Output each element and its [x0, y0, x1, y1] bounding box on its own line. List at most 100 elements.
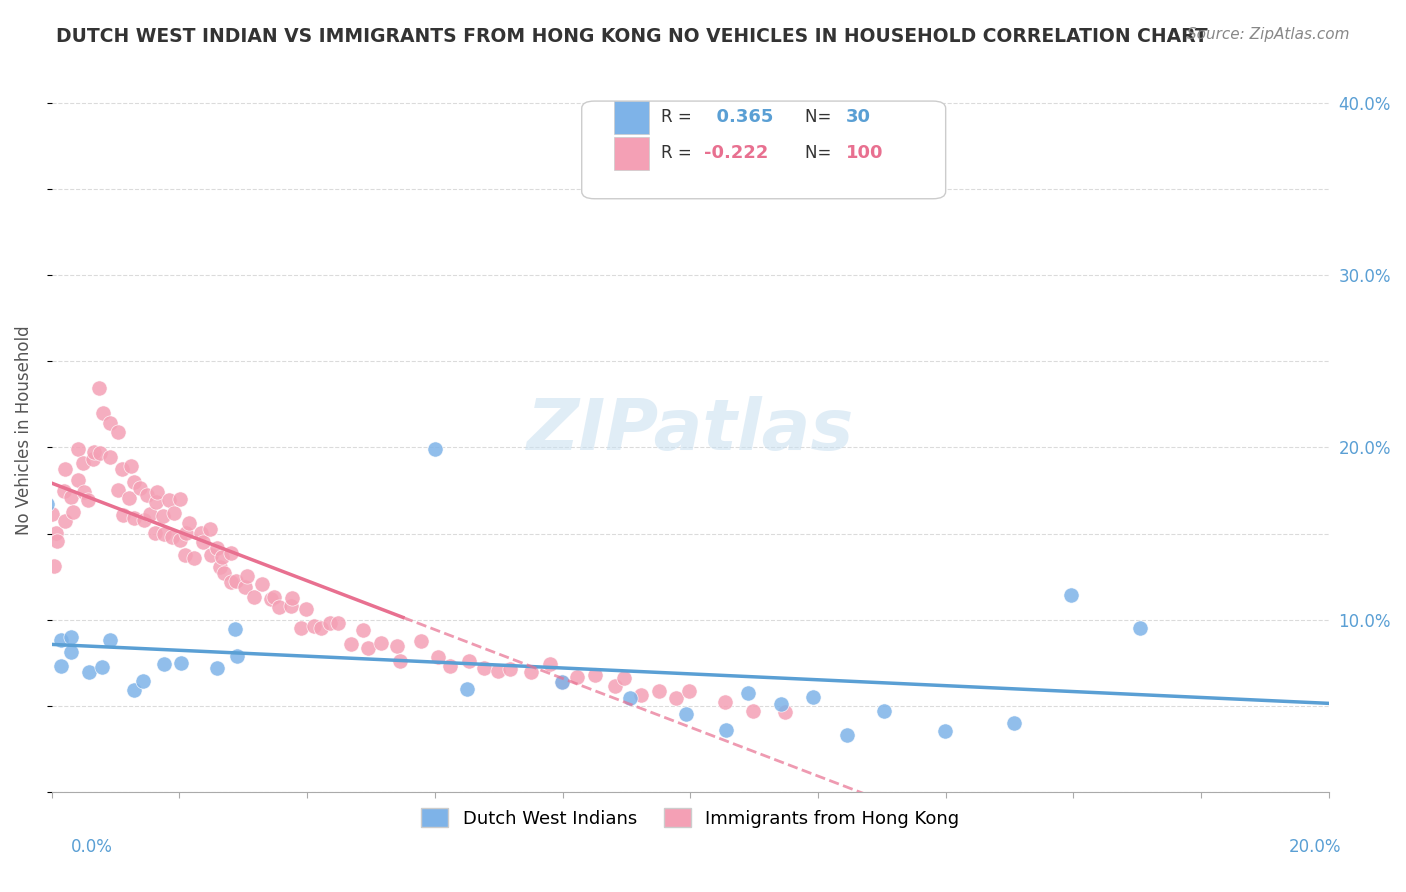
Point: [89, 446, 111, 460]
Point: [170, 656, 193, 670]
Text: 100: 100: [846, 145, 883, 162]
Point: [190, 526, 212, 541]
Point: [352, 623, 374, 637]
Point: [179, 516, 201, 530]
Point: [169, 533, 191, 547]
Point: [290, 621, 312, 635]
Point: [51, 658, 73, 673]
Point: [93, 406, 115, 420]
Point: [630, 688, 652, 702]
Legend: Dutch West Indians, Immigrants from Hong Kong: Dutch West Indians, Immigrants from Hong…: [413, 801, 967, 835]
Point: [77, 665, 100, 680]
Point: [41, 508, 63, 522]
Point: [665, 690, 688, 705]
Point: [205, 541, 228, 555]
Point: [250, 577, 273, 591]
Text: 20.0%: 20.0%: [1288, 838, 1341, 855]
Point: [221, 546, 243, 560]
Point: [89, 381, 111, 395]
Point: [583, 667, 606, 681]
Point: [269, 600, 291, 615]
Point: [66, 442, 89, 456]
Point: [146, 484, 169, 499]
Point: [145, 495, 167, 509]
Point: [456, 682, 478, 697]
Point: [837, 728, 859, 742]
Point: [565, 670, 588, 684]
Point: [212, 566, 235, 580]
Point: [499, 663, 522, 677]
Point: [295, 601, 318, 615]
Point: [370, 636, 392, 650]
Point: [486, 664, 509, 678]
Point: [472, 661, 495, 675]
Text: R =: R =: [661, 145, 697, 162]
Point: [439, 658, 461, 673]
Text: 0.365: 0.365: [704, 108, 773, 126]
Point: [162, 530, 184, 544]
Point: [801, 690, 824, 704]
Point: [260, 592, 283, 607]
Point: [82, 452, 104, 467]
Point: [226, 648, 249, 663]
Point: [211, 549, 233, 564]
Point: [183, 550, 205, 565]
Point: [53, 515, 76, 529]
Bar: [613, 101, 650, 134]
Point: [678, 683, 700, 698]
Point: [263, 591, 285, 605]
Point: [98, 416, 121, 430]
Point: [1002, 715, 1025, 730]
Point: [357, 641, 380, 656]
Point: [209, 559, 232, 574]
Point: [152, 508, 174, 523]
Point: [66, 473, 89, 487]
Point: [1129, 620, 1152, 634]
Bar: [613, 137, 650, 169]
Text: DUTCH WEST INDIAN VS IMMIGRANTS FROM HONG KONG NO VEHICLES IN HOUSEHOLD CORRELAT: DUTCH WEST INDIAN VS IMMIGRANTS FROM HON…: [56, 27, 1208, 45]
Point: [280, 599, 302, 614]
Point: [122, 510, 145, 524]
Point: [153, 657, 176, 672]
Point: [77, 492, 100, 507]
Point: [219, 575, 242, 590]
Point: [107, 483, 129, 497]
Point: [233, 580, 256, 594]
Point: [42, 559, 65, 574]
Point: [60, 645, 83, 659]
Point: [169, 492, 191, 507]
Point: [152, 526, 174, 541]
Point: [59, 490, 82, 504]
Point: [53, 484, 76, 499]
Point: [551, 674, 574, 689]
Point: [389, 654, 412, 668]
Point: [737, 686, 759, 700]
Text: Source: ZipAtlas.com: Source: ZipAtlas.com: [1187, 27, 1350, 42]
Point: [132, 673, 155, 688]
Point: [551, 675, 574, 690]
Y-axis label: No Vehicles in Household: No Vehicles in Household: [15, 326, 32, 535]
Point: [648, 684, 671, 698]
Point: [409, 634, 432, 648]
Point: [243, 590, 266, 604]
Point: [538, 657, 561, 671]
Point: [45, 533, 67, 548]
Point: [714, 695, 737, 709]
Point: [423, 442, 446, 456]
Text: R =: R =: [661, 108, 697, 126]
Point: [98, 450, 121, 465]
Point: [225, 574, 247, 588]
Text: ZIPatlas: ZIPatlas: [527, 396, 853, 465]
Point: [458, 654, 481, 668]
Point: [143, 526, 166, 541]
Point: [773, 705, 796, 719]
Point: [675, 706, 697, 721]
Point: [309, 620, 332, 634]
Point: [72, 485, 94, 500]
Point: [934, 723, 956, 738]
Point: [224, 622, 246, 636]
Point: [742, 704, 765, 718]
Point: [200, 548, 222, 562]
Point: [1060, 588, 1083, 602]
Point: [613, 671, 636, 685]
